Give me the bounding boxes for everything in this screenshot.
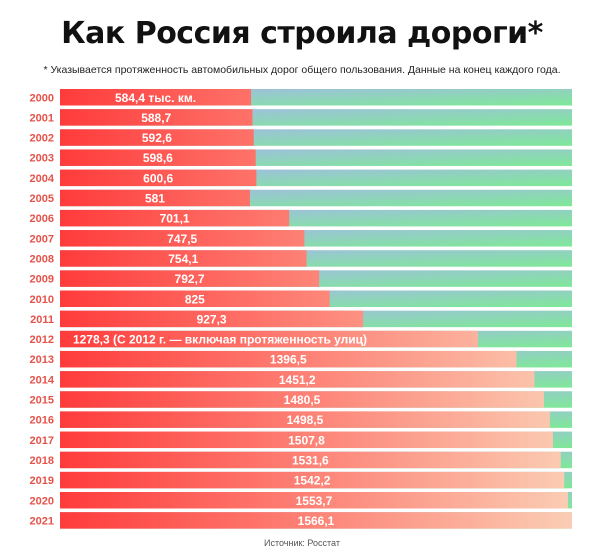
year-tick-label: 2018 — [30, 455, 54, 467]
bar — [60, 512, 572, 529]
data-label: 1542,2 — [294, 474, 331, 488]
year-tick-label: 2007 — [30, 233, 54, 245]
data-label: 1480,5 — [284, 393, 321, 407]
bar — [60, 149, 256, 166]
year-tick-label: 2005 — [30, 193, 54, 205]
year-tick-label: 2020 — [30, 495, 54, 507]
data-label: 1498,5 — [287, 413, 324, 427]
bar — [60, 209, 290, 227]
data-label: 825 — [185, 292, 205, 306]
year-tick-label: 2002 — [30, 133, 54, 145]
bar — [60, 290, 330, 307]
year-tick-label: 2010 — [30, 294, 54, 306]
year-tick-label: 2013 — [30, 354, 54, 366]
data-label: 598,6 — [143, 151, 173, 165]
bar — [60, 230, 305, 247]
data-label: 1553,7 — [296, 494, 333, 508]
data-label: 754,1 — [168, 252, 198, 266]
bar — [60, 411, 550, 428]
data-label-note: (С 2012 г. — включая протяженность улиц) — [110, 333, 367, 347]
year-tick-label: 2000 — [30, 92, 54, 104]
bar — [60, 371, 535, 388]
data-label: 792,7 — [175, 272, 205, 286]
year-tick-label: 2011 — [30, 314, 54, 326]
year-tick-label: 2012 — [30, 334, 54, 346]
year-tick-label: 2016 — [30, 415, 54, 427]
data-label: 1507,8 — [288, 433, 325, 447]
year-tick-label: 2004 — [30, 173, 55, 185]
bar — [60, 250, 307, 267]
data-label: 1531,6 — [292, 453, 329, 467]
chart-title: Как Россия строила дороги* — [61, 16, 543, 51]
year-tick-label: 2014 — [30, 374, 55, 386]
bar — [60, 270, 320, 287]
year-tick-label: 2009 — [30, 274, 54, 286]
data-label: 592,6 — [142, 131, 172, 145]
year-tick-label: 2003 — [30, 153, 54, 165]
bar — [60, 350, 517, 368]
chart-subtitle: * Указывается протяженность автомобильны… — [43, 64, 561, 76]
year-tick-label: 2021 — [30, 515, 54, 527]
data-label: 1396,5 — [270, 353, 307, 367]
bar — [60, 330, 478, 348]
data-label: 747,5 — [167, 232, 197, 246]
year-tick-label: 2006 — [30, 213, 54, 225]
year-tick-label: 2017 — [30, 435, 54, 447]
bar — [60, 310, 364, 328]
bar — [60, 109, 253, 126]
bar — [60, 89, 252, 106]
bar — [60, 471, 565, 489]
bar — [60, 391, 545, 408]
bar — [60, 169, 257, 187]
year-tick-label: 2008 — [30, 253, 54, 265]
bar — [60, 129, 254, 146]
data-label: 588,7 — [141, 111, 171, 125]
year-tick-label: 2015 — [30, 395, 54, 407]
data-label: 927,3 — [197, 312, 227, 326]
year-tick-label: 2001 — [30, 112, 54, 124]
year-tick-label: 2019 — [30, 475, 54, 487]
data-label: 581 — [145, 192, 165, 206]
data-label: 1566,1 — [298, 514, 335, 528]
data-label: 1278,3 (С 2012 г. — включая протяженност… — [73, 333, 367, 347]
bar — [60, 431, 553, 449]
bar — [60, 189, 250, 207]
data-label: 600,6 — [143, 171, 173, 185]
data-label: 584,4 тыс. км. — [115, 91, 196, 105]
data-label: 1451,2 — [279, 373, 316, 387]
bar — [60, 451, 561, 469]
bar — [60, 492, 568, 509]
data-label: 701,1 — [160, 212, 190, 226]
source-note: Источник: Росстат — [264, 538, 340, 548]
